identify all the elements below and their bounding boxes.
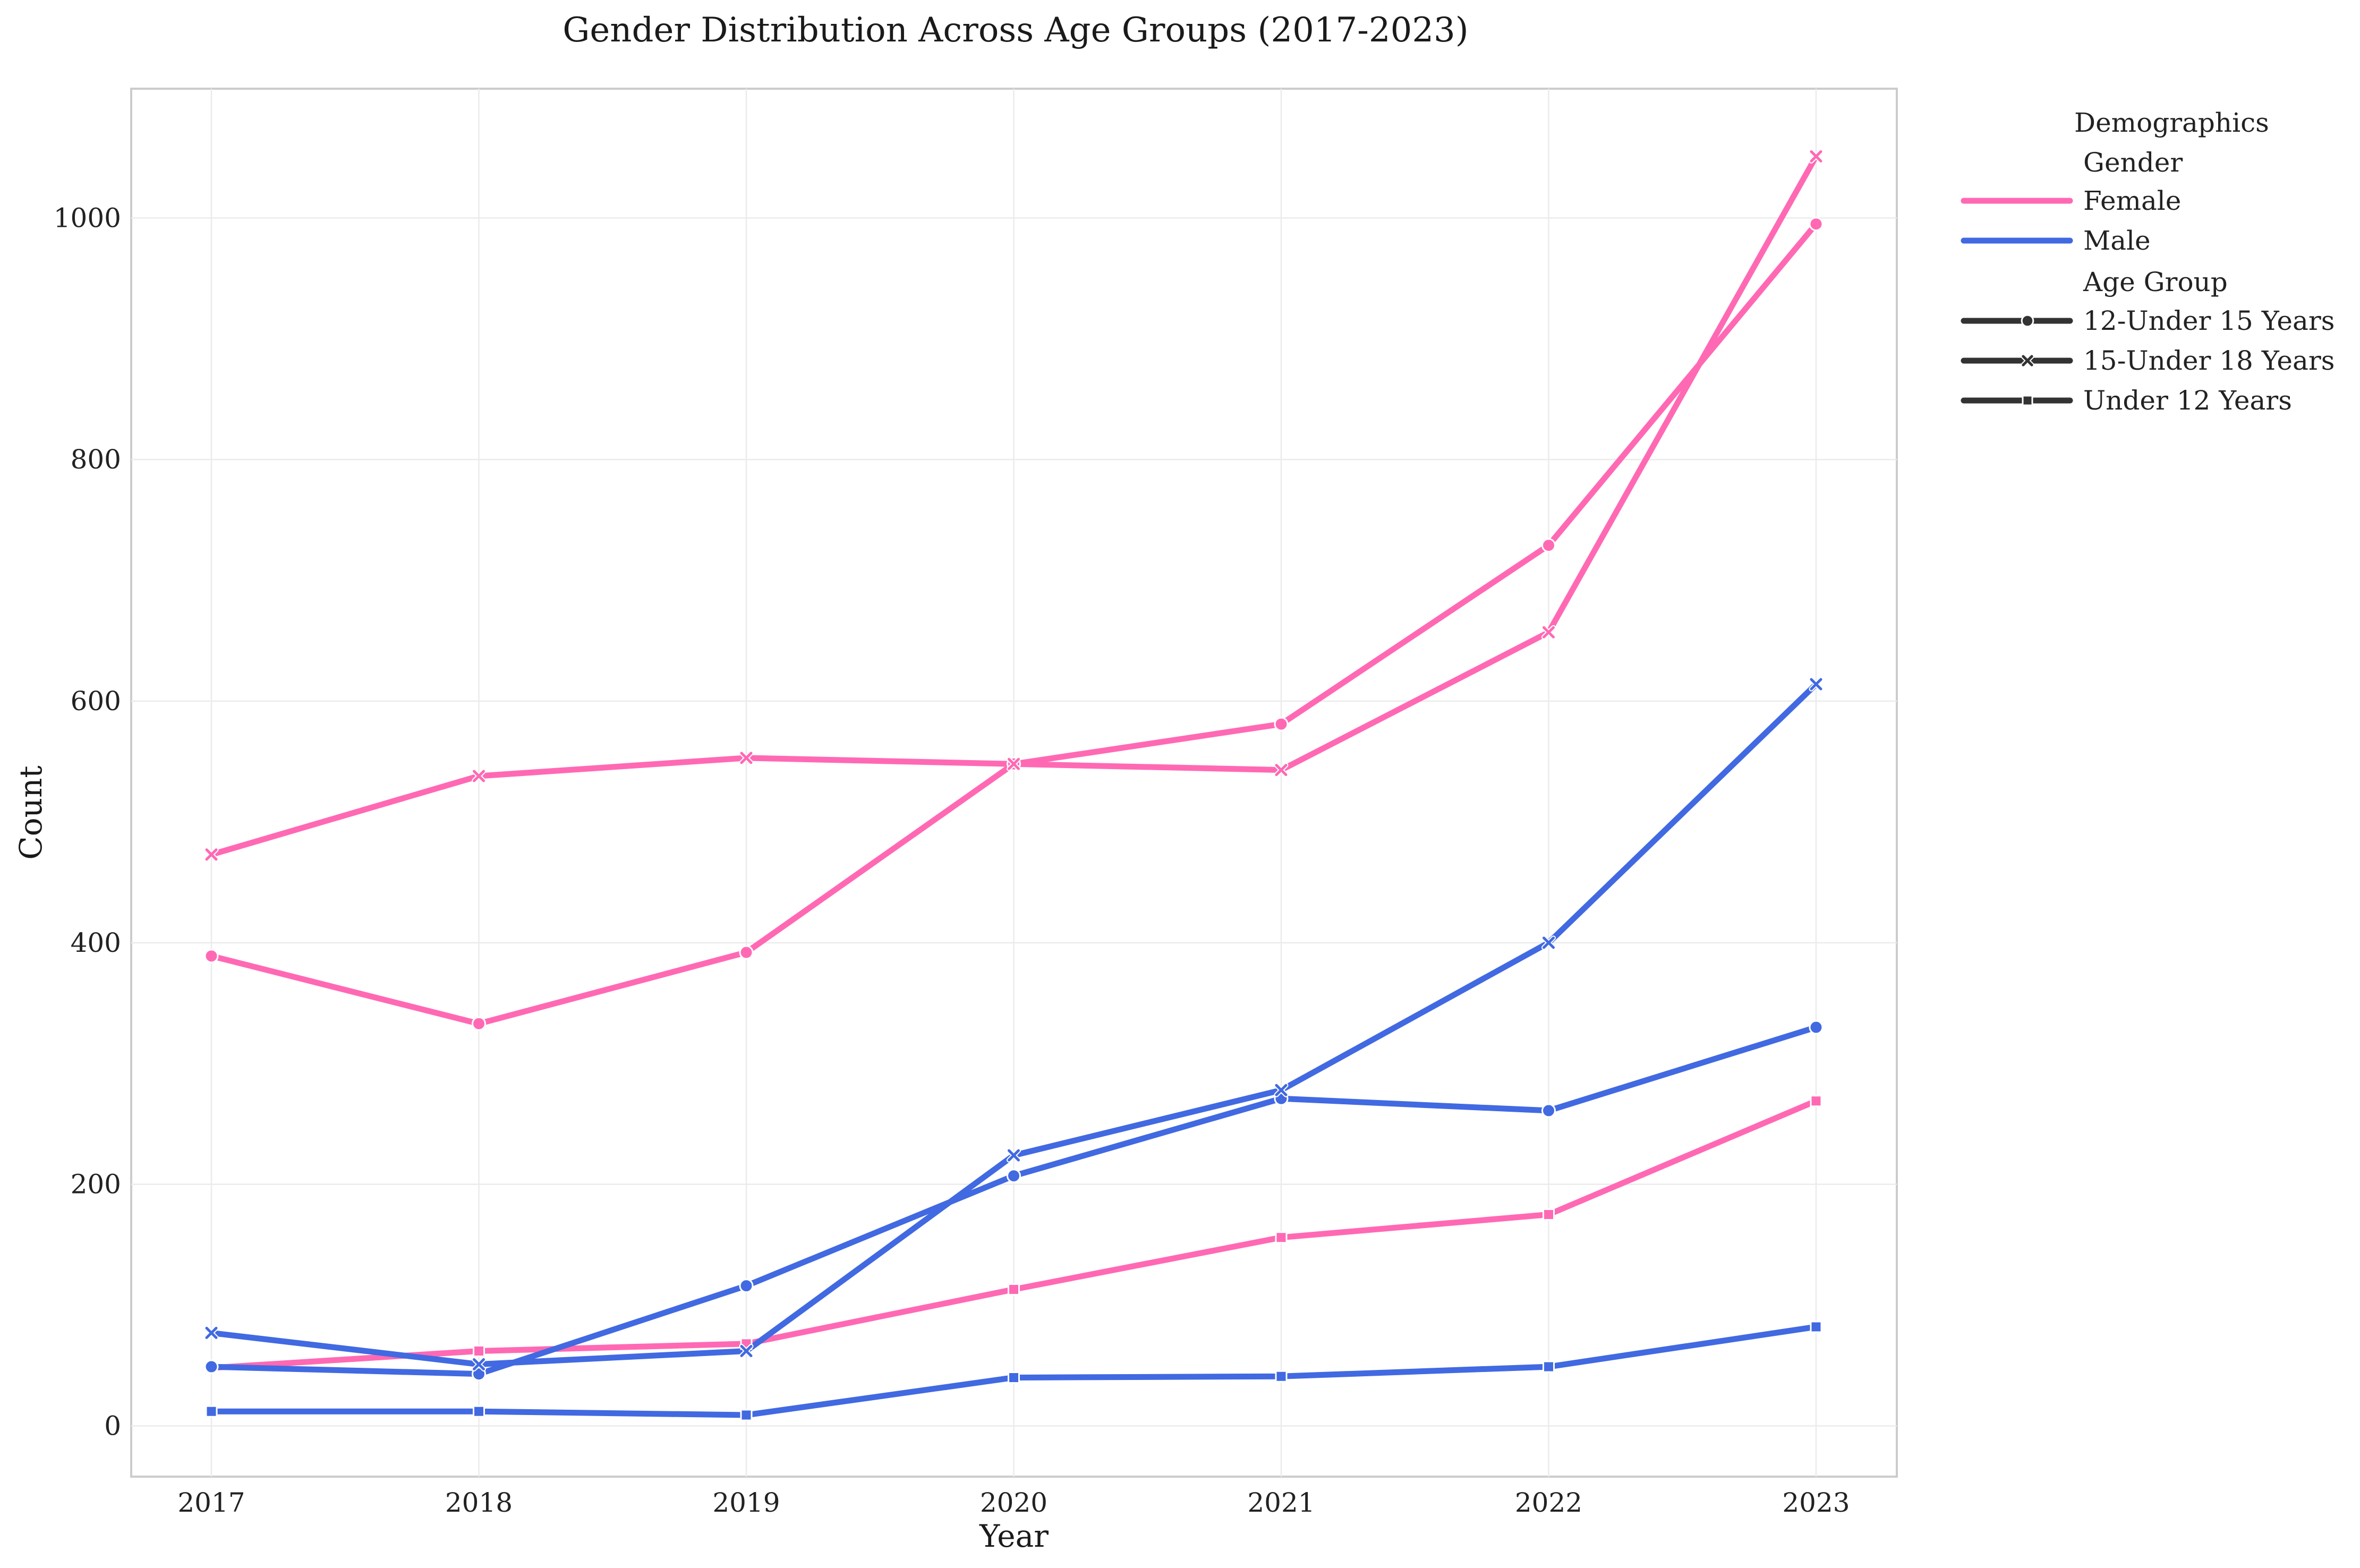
grid (131, 89, 1897, 1477)
legend-label-12-under-15-years: 12-Under 15 Years (2083, 305, 2335, 336)
x-axis-label: Year (979, 1518, 1049, 1554)
chart-title: Gender Distribution Across Age Groups (2… (563, 11, 1468, 50)
legend-marker-15-under-18-years (2021, 354, 2034, 368)
y-axis-ticks: 0 200 400 600 800 1000 (54, 202, 121, 1441)
data-point-female-15-under-18-years (204, 847, 219, 862)
legend-label-under-12-years: Under 12 Years (2083, 385, 2292, 416)
x-tick-label: 2022 (1515, 1487, 1582, 1518)
data-point-female-15-under-18-years (1007, 756, 1021, 771)
legend-hue-title: Gender (2083, 147, 2183, 178)
data-point-female-12-under-15-years (1541, 538, 1556, 553)
x-tick-label: 2017 (177, 1487, 245, 1518)
series-markers (204, 149, 1824, 1421)
marker-stroke (205, 848, 218, 861)
legend-title: Demographics (2074, 107, 2269, 138)
data-point-female-under-12-years (1543, 1208, 1555, 1221)
data-point-male-15-under-18-years (1541, 935, 1556, 950)
data-point-female-15-under-18-years (1541, 625, 1556, 640)
data-point-female-under-12-years (473, 1344, 485, 1357)
marker-stroke (1008, 1149, 1020, 1162)
legend-label-female: Female (2083, 185, 2181, 216)
legend-style-title: Age Group (2083, 267, 2228, 297)
legend-gender-entries: Female Male (1961, 185, 2181, 256)
y-tick-label: 0 (104, 1410, 121, 1441)
data-point-female-12-under-15-years (472, 1016, 486, 1031)
data-point-male-12-under-15-years (204, 1359, 219, 1374)
data-point-male-under-12-years (740, 1409, 753, 1421)
data-point-male-12-under-15-years (739, 1279, 754, 1293)
marker-stroke (473, 1358, 485, 1371)
data-point-female-12-under-15-years (1809, 217, 1824, 232)
data-point-male-15-under-18-years (1809, 677, 1824, 692)
data-point-male-12-under-15-years (1809, 1020, 1824, 1035)
legend-label-male: Male (2083, 225, 2151, 256)
data-point-female-12-under-15-years (1274, 717, 1289, 731)
marker-stroke (1008, 757, 1020, 770)
legend: Demographics Gender Female Male Age Group… (1961, 107, 2335, 416)
y-tick-label: 800 (71, 444, 121, 475)
marker-stroke (1810, 678, 1822, 691)
marker-stroke (205, 1326, 218, 1339)
marker-stroke (473, 770, 485, 782)
legend-marker-12-under-15-years (2021, 314, 2034, 328)
data-point-male-12-under-15-years (1541, 1103, 1556, 1118)
data-point-male-under-12-years (1008, 1371, 1020, 1384)
x-tick-label: 2021 (1247, 1487, 1315, 1518)
data-point-female-under-12-years (1810, 1095, 1822, 1107)
data-point-male-15-under-18-years (204, 1325, 219, 1340)
x-tick-label: 2019 (712, 1487, 780, 1518)
legend-marker-under-12-years (2022, 395, 2033, 406)
x-tick-label: 2020 (980, 1487, 1047, 1518)
data-point-male-15-under-18-years (739, 1343, 754, 1358)
marker-stroke (1543, 626, 1555, 638)
x-tick-label: 2023 (1782, 1487, 1850, 1518)
data-point-female-under-12-years (1008, 1283, 1020, 1296)
data-point-male-under-12-years (1543, 1360, 1555, 1373)
data-point-male-15-under-18-years (1007, 1148, 1021, 1163)
data-point-male-under-12-years (1810, 1320, 1822, 1333)
marker-stroke (1543, 936, 1555, 949)
data-point-male-under-12-years (473, 1405, 485, 1418)
data-point-female-12-under-15-years (204, 949, 219, 964)
data-point-female-under-12-years (1275, 1231, 1288, 1244)
data-point-male-12-under-15-years (1007, 1169, 1021, 1183)
data-point-male-under-12-years (205, 1405, 218, 1418)
marker-stroke (740, 752, 753, 764)
legend-age-group-entries: 12-Under 15 Years 15-Under 18 Years Under … (1961, 305, 2335, 416)
y-tick-label: 1000 (54, 202, 121, 233)
y-tick-label: 200 (71, 1169, 121, 1200)
marker-stroke (1810, 150, 1822, 163)
data-point-male-15-under-18-years (1274, 1083, 1289, 1097)
data-point-female-15-under-18-years (1809, 149, 1824, 164)
marker-stroke (740, 1344, 753, 1357)
legend-label-15-under-18-years: 15-Under 18 Years (2083, 345, 2335, 376)
data-point-male-15-under-18-years (472, 1357, 486, 1372)
marker-stroke (1275, 764, 1288, 777)
x-tick-label: 2018 (445, 1487, 513, 1518)
data-point-female-12-under-15-years (739, 945, 754, 960)
x-axis-ticks: 2017 2018 2019 2020 2021 2022 2023 (177, 1487, 1850, 1518)
marker-stroke (2022, 355, 2033, 367)
marker-stroke (1275, 1084, 1288, 1096)
y-tick-label: 600 (71, 686, 121, 717)
data-point-female-15-under-18-years (472, 769, 486, 783)
y-axis-label: Count (13, 765, 49, 859)
data-point-female-15-under-18-years (739, 751, 754, 765)
y-tick-label: 400 (71, 927, 121, 958)
data-point-male-under-12-years (1275, 1370, 1288, 1383)
data-point-female-15-under-18-years (1274, 763, 1289, 778)
